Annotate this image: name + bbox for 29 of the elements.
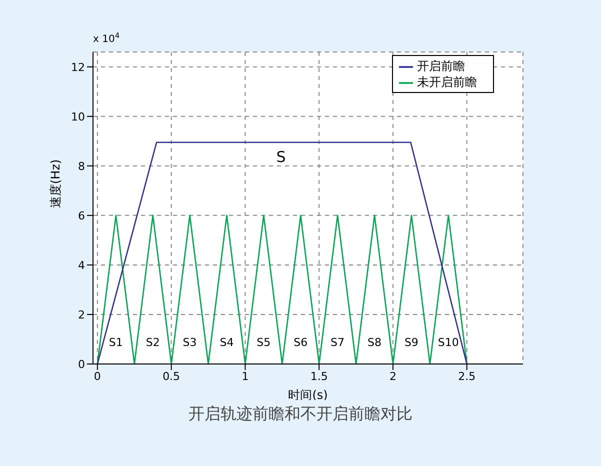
annotation: S4 bbox=[220, 336, 234, 349]
text: 开启轨迹前瞻和不开启前瞻对比 bbox=[188, 404, 414, 425]
y-tick-label: 6 bbox=[78, 209, 85, 222]
x-tick-label: 1 bbox=[242, 370, 249, 383]
x-tick-label: 2 bbox=[389, 370, 396, 383]
y-tick-label: 12 bbox=[71, 60, 85, 74]
annotation: S6 bbox=[294, 336, 308, 349]
annotation: S8 bbox=[368, 336, 382, 349]
x-tick-label: 1.5 bbox=[310, 370, 328, 383]
annotation: S3 bbox=[182, 336, 197, 349]
annotation: S9 bbox=[404, 336, 418, 349]
x-tick-label: 0.5 bbox=[162, 370, 180, 383]
legend-label: 开启前瞻 bbox=[417, 59, 465, 73]
legend-label: 未开启前瞻 bbox=[417, 75, 477, 89]
annotation: S10 bbox=[438, 336, 459, 349]
y-axis-title: 速度(Hz) bbox=[48, 159, 62, 208]
x-tick-label: 0 bbox=[94, 370, 101, 383]
annotation: S5 bbox=[256, 336, 271, 349]
x-tick-label: 2.5 bbox=[458, 370, 476, 383]
text: x 10$^{4}$ bbox=[93, 30, 120, 45]
y-tick-label: 0 bbox=[78, 358, 85, 371]
annotation: S1 bbox=[108, 336, 123, 349]
y-tick-label: 10 bbox=[71, 110, 85, 124]
annotation: S7 bbox=[330, 336, 345, 349]
y-tick-label: 8 bbox=[78, 160, 85, 173]
annotation: S bbox=[276, 148, 286, 166]
y-tick-label: 4 bbox=[78, 258, 85, 272]
annotation: S2 bbox=[146, 336, 160, 349]
y-tick-label: 2 bbox=[78, 308, 85, 322]
